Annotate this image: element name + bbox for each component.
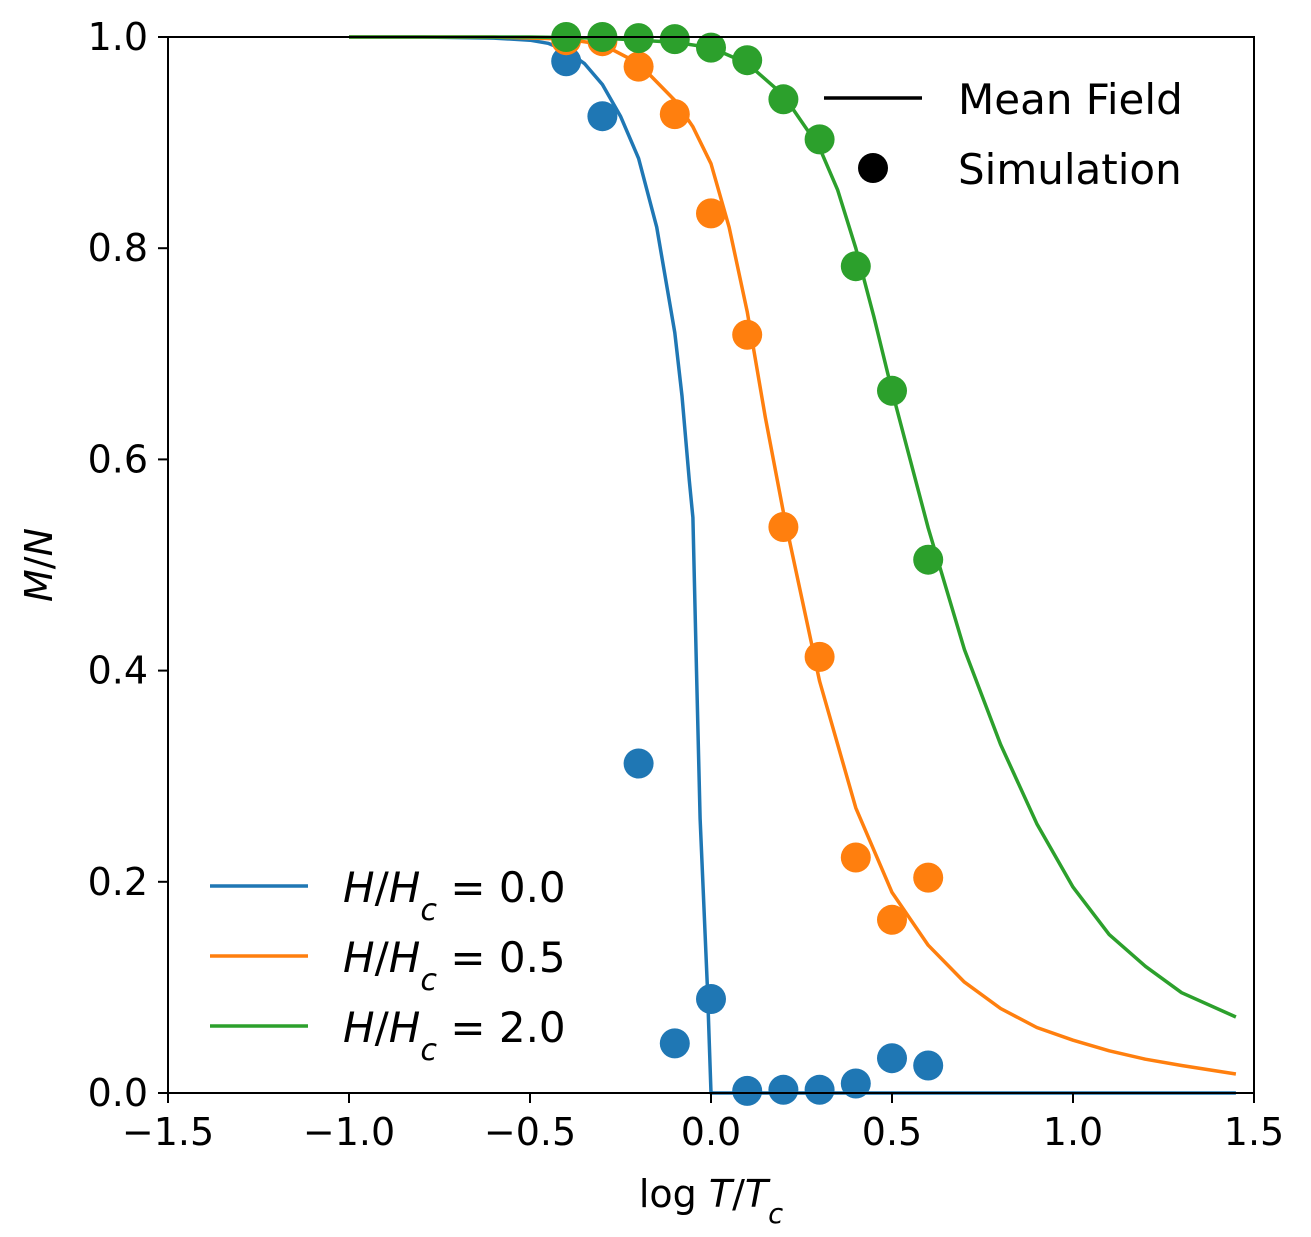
y-tick-label: 0.6 xyxy=(88,437,148,481)
simulation-point-0-2 xyxy=(623,748,654,779)
simulation-point-1-7 xyxy=(804,641,835,672)
legend-series-label-0: H/Hc = 0.0 xyxy=(343,863,566,928)
x-tick-label: 0.5 xyxy=(862,1110,922,1154)
y-tick-label: 0.4 xyxy=(88,649,148,693)
simulation-point-0-8 xyxy=(840,1068,871,1099)
simulation-point-2-4 xyxy=(696,32,726,63)
simulation-point-1-8 xyxy=(840,842,871,873)
legend-series-label-1: H/Hc = 0.5 xyxy=(343,933,566,998)
y-tick-label: 1.0 xyxy=(88,15,148,59)
simulation-point-1-4 xyxy=(696,198,726,229)
simulation-point-2-7 xyxy=(804,124,835,155)
simulation-point-1-9 xyxy=(877,904,907,935)
series-legend: H/Hc = 0.0H/Hc = 0.5H/Hc = 2.0 xyxy=(210,863,566,1068)
x-tick-label: 0.0 xyxy=(681,1110,741,1154)
x-tick-label: 1.5 xyxy=(1224,1110,1284,1154)
simulation-point-0-9 xyxy=(877,1043,907,1074)
simulation-point-0-7 xyxy=(804,1074,835,1105)
simulation-point-2-10 xyxy=(913,544,944,575)
simulation-point-2-8 xyxy=(840,251,871,282)
mean-field-line-2 xyxy=(349,35,1237,1019)
simulation-point-2-9 xyxy=(877,375,907,406)
legend-simulation-swatch xyxy=(858,153,888,183)
plot-frame xyxy=(167,36,1255,1094)
simulation-point-0-6 xyxy=(768,1074,799,1105)
simulation-point-2-6 xyxy=(768,84,799,115)
x-axis-ticks: −1.5 −1.0 −0.5 0.0 0.5 1.0 1.5 xyxy=(122,1093,1284,1154)
legend-mean-field-label: Mean Field xyxy=(958,75,1183,124)
simulation-point-1-2 xyxy=(623,51,654,82)
y-axis-label: M/N xyxy=(17,528,61,602)
x-tick-label: 1.0 xyxy=(1043,1110,1103,1154)
simulation-point-1-10 xyxy=(913,862,944,893)
simulation-point-0-5 xyxy=(732,1075,763,1106)
x-tick-label: −1.0 xyxy=(303,1110,395,1154)
style-legend: Mean Field Simulation xyxy=(824,75,1183,194)
simulation-point-2-3 xyxy=(659,24,690,55)
series-layer xyxy=(349,22,1237,1106)
simulation-point-0-10 xyxy=(913,1050,944,1081)
y-tick-label: 0.2 xyxy=(88,860,148,904)
simulation-point-1-3 xyxy=(659,99,690,130)
x-axis-label: log T/Tc xyxy=(639,1172,783,1230)
y-tick-label: 0.0 xyxy=(88,1071,148,1115)
y-tick-label: 0.8 xyxy=(88,226,148,270)
y-axis-ticks: 0.0 0.2 0.4 0.6 0.8 1.0 xyxy=(88,15,168,1115)
legend-series-label-2: H/Hc = 2.0 xyxy=(343,1003,566,1068)
simulation-point-0-3 xyxy=(659,1028,690,1059)
simulation-point-1-5 xyxy=(732,319,763,350)
simulation-point-0-4 xyxy=(696,984,726,1014)
simulation-point-2-2 xyxy=(623,23,654,54)
simulation-point-1-6 xyxy=(768,512,799,542)
x-tick-label: −1.5 xyxy=(122,1110,214,1154)
simulation-point-2-5 xyxy=(732,45,763,76)
simulation-point-0-1 xyxy=(587,101,618,132)
legend-simulation-label: Simulation xyxy=(958,145,1182,194)
x-tick-label: −0.5 xyxy=(484,1110,576,1154)
simulation-point-0-0 xyxy=(551,46,582,77)
